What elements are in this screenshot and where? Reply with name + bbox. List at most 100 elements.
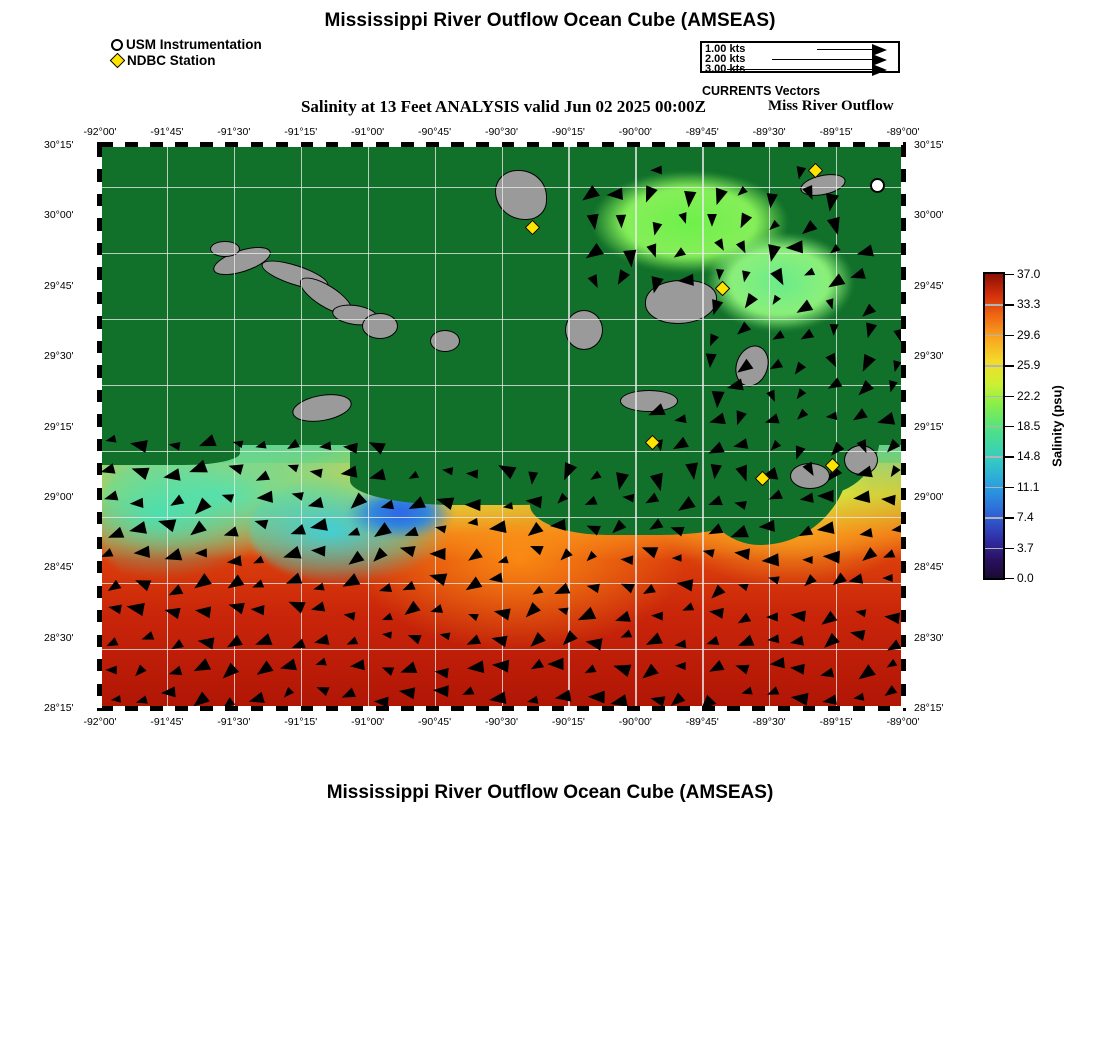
gridline-vertical — [702, 145, 704, 708]
colorbar-separator — [985, 547, 1003, 549]
current-vector-arrow — [464, 498, 481, 511]
gridline-vertical — [769, 145, 771, 708]
current-vector-arrow — [623, 249, 639, 268]
vector-head-1 — [872, 44, 887, 56]
current-vector-arrow — [650, 611, 663, 621]
x-axis-tick-label: -91°45' — [150, 126, 184, 138]
current-vector-arrow — [708, 606, 724, 619]
current-vector-arrow — [798, 492, 814, 505]
legend-item-usm: USM Instrumentation — [111, 37, 262, 52]
x-axis-tick-label: -91°00' — [351, 126, 385, 138]
colorbar-tick — [1005, 486, 1014, 489]
current-vector-arrow — [490, 658, 509, 673]
current-vector-arrow — [606, 187, 624, 201]
y-axis-tick-label: 29°30' — [44, 350, 74, 363]
current-vector-arrow — [650, 165, 662, 175]
salinity-map[interactable] — [100, 145, 903, 708]
current-vector-arrow — [587, 690, 605, 704]
gridline-vertical — [166, 145, 169, 708]
current-vector-arrow — [766, 634, 780, 645]
colorbar-tick-label: 37.0 — [1017, 267, 1041, 281]
colorbar-tick — [1005, 304, 1014, 306]
y-axis-tick-label: 29°15' — [914, 420, 944, 433]
colorbar-tick-label: 3.7 — [1017, 540, 1034, 555]
current-vector-arrow — [706, 214, 717, 227]
colorbar-tick-label: 18.5 — [1017, 419, 1041, 433]
y-axis-tick-label: 28°15' — [44, 702, 74, 714]
vector-key-label-1: 1.00 kts — [705, 43, 746, 55]
colorbar-separator — [985, 486, 1003, 489]
current-vector-arrow — [764, 192, 779, 209]
vector-tail-3 — [727, 69, 872, 70]
x-axis-tick-label: -89°45' — [685, 716, 719, 728]
x-axis-tick-label: -89°30' — [752, 126, 786, 138]
current-vector-arrow — [441, 465, 454, 476]
vector-key-label-2: 2.00 kts — [705, 53, 746, 65]
x-axis-tick-label: -90°00' — [618, 126, 652, 138]
current-vector-arrow — [822, 193, 839, 213]
gridline-vertical — [568, 145, 570, 708]
gridline-vertical — [233, 145, 236, 708]
panel-label: Miss River Outflow — [768, 98, 894, 114]
inland-water-lake-b — [645, 280, 717, 324]
colorbar-tick-label: 0.0 — [1017, 571, 1034, 585]
gridline-horizontal — [100, 253, 903, 255]
usm-instrumentation-marker[interactable] — [870, 178, 885, 193]
x-axis-tick-label: -91°00' — [351, 716, 385, 728]
colorbar-tick — [1005, 274, 1014, 276]
colorbar-separator — [985, 365, 1003, 367]
current-vector-arrow — [789, 691, 809, 707]
legend-label-usm: USM Instrumentation — [126, 37, 262, 52]
x-axis-tick-label: -90°15' — [551, 716, 585, 728]
x-axis-tick-label: -90°15' — [551, 126, 585, 138]
gridline-horizontal — [100, 451, 903, 453]
colorbar-tick-label: 22.2 — [1017, 388, 1041, 403]
inland-water-lake-k — [790, 463, 830, 489]
x-axis-tick-label: -92°00' — [83, 126, 117, 138]
current-vector-arrow — [502, 501, 514, 511]
current-vector-arrow — [546, 657, 564, 670]
colorbar-tick — [1005, 334, 1014, 337]
current-vector-arrow — [465, 468, 478, 479]
current-vector-arrow — [438, 629, 450, 640]
current-vector-arrow — [615, 215, 627, 230]
vector-key-row-3: 3.00 kts — [702, 64, 898, 76]
x-axis-tick-label: -91°45' — [150, 716, 184, 728]
gridline-horizontal — [100, 385, 903, 387]
current-vector-arrow — [671, 554, 682, 562]
current-vector-arrow — [128, 436, 148, 453]
current-vector-arrow — [733, 546, 750, 561]
current-vector-arrow — [548, 518, 566, 532]
current-vector-arrow — [160, 686, 176, 699]
current-vector-arrow — [883, 610, 901, 624]
gridline-horizontal — [100, 319, 903, 321]
current-vector-arrow — [488, 572, 503, 585]
gridline-horizontal — [100, 649, 903, 651]
colorbar-separator — [985, 517, 1003, 519]
colorbar-title: Salinity (psu) — [1049, 385, 1065, 467]
current-vector-arrow — [619, 553, 633, 565]
current-vector-arrow — [349, 659, 365, 673]
current-vector-arrow — [104, 665, 117, 675]
y-axis-tick-label: 30°00' — [44, 209, 74, 222]
y-axis-tick-label: 30°15' — [914, 139, 944, 151]
gridline-vertical — [367, 145, 369, 708]
y-axis-tick-label: 28°45' — [914, 561, 944, 574]
colorbar-separator — [985, 334, 1003, 337]
footer-title: Mississippi River Outflow Ocean Cube (AM… — [326, 782, 774, 803]
legend-item-ndbc: NDBC Station — [109, 52, 262, 69]
colorbar-tick — [1005, 395, 1014, 397]
y-axis-tick-label: 28°30' — [914, 631, 944, 644]
current-vector-arrow — [710, 390, 725, 409]
x-axis-tick-label: -89°00' — [886, 716, 920, 728]
y-axis-tick-label: 29°30' — [914, 350, 944, 363]
axis-tick-strip-left — [97, 145, 102, 708]
current-vector-arrow — [342, 609, 356, 621]
colorbar-tick — [1005, 456, 1014, 458]
colorbar-tick-label: 33.3 — [1017, 297, 1041, 312]
current-vector-arrow — [525, 494, 543, 509]
colorbar-separator — [985, 426, 1003, 428]
x-axis-tick-label: -89°00' — [886, 126, 920, 138]
current-vector-arrow — [488, 691, 507, 706]
y-axis-tick-label: 28°30' — [44, 631, 74, 644]
